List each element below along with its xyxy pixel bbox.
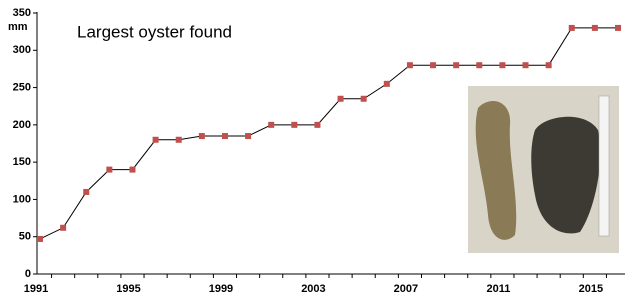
data-point <box>407 62 413 68</box>
data-point <box>314 122 320 128</box>
ruler <box>599 96 609 236</box>
data-point <box>153 137 159 143</box>
x-tick-label: 2007 <box>394 283 418 295</box>
data-point <box>222 133 228 139</box>
data-point <box>523 62 529 68</box>
data-point <box>615 25 621 31</box>
data-point <box>129 167 135 173</box>
data-point <box>37 236 43 242</box>
data-point <box>569 25 575 31</box>
y-tick-label: 100 <box>13 193 31 205</box>
x-tick-label: 1991 <box>24 283 48 295</box>
data-point <box>60 225 66 231</box>
y-tick-label: 200 <box>13 119 31 131</box>
chart-title: Largest oyster found <box>77 22 232 41</box>
x-tick-label: 2015 <box>579 283 603 295</box>
y-tick-label: 250 <box>13 81 31 93</box>
y-axis-label: mm <box>8 21 28 33</box>
y-tick-label: 350 <box>13 7 31 19</box>
data-point <box>106 167 112 173</box>
data-point <box>245 133 251 139</box>
data-point <box>268 122 274 128</box>
data-point <box>453 62 459 68</box>
y-tick-label: 150 <box>13 156 31 168</box>
data-point <box>83 189 89 195</box>
x-tick-label: 1999 <box>209 283 233 295</box>
x-tick-label: 1995 <box>116 283 140 295</box>
data-point <box>199 133 205 139</box>
data-point <box>430 62 436 68</box>
x-tick-label: 2011 <box>486 283 510 295</box>
chart: Largest oyster found mm 0 50 100 150 200 250 3… <box>0 0 625 300</box>
data-point <box>361 96 367 102</box>
y-tick-label: 300 <box>13 44 31 56</box>
x-tick-label: 2003 <box>301 283 325 295</box>
data-point <box>176 137 182 143</box>
data-point <box>338 96 344 102</box>
data-point <box>546 62 552 68</box>
y-tick-label: 0 <box>25 268 31 280</box>
y-tick-label: 50 <box>19 231 31 243</box>
data-point <box>384 81 390 87</box>
data-point <box>592 25 598 31</box>
photo <box>468 86 619 253</box>
data-point <box>476 62 482 68</box>
data-point <box>291 122 297 128</box>
data-point <box>499 62 505 68</box>
